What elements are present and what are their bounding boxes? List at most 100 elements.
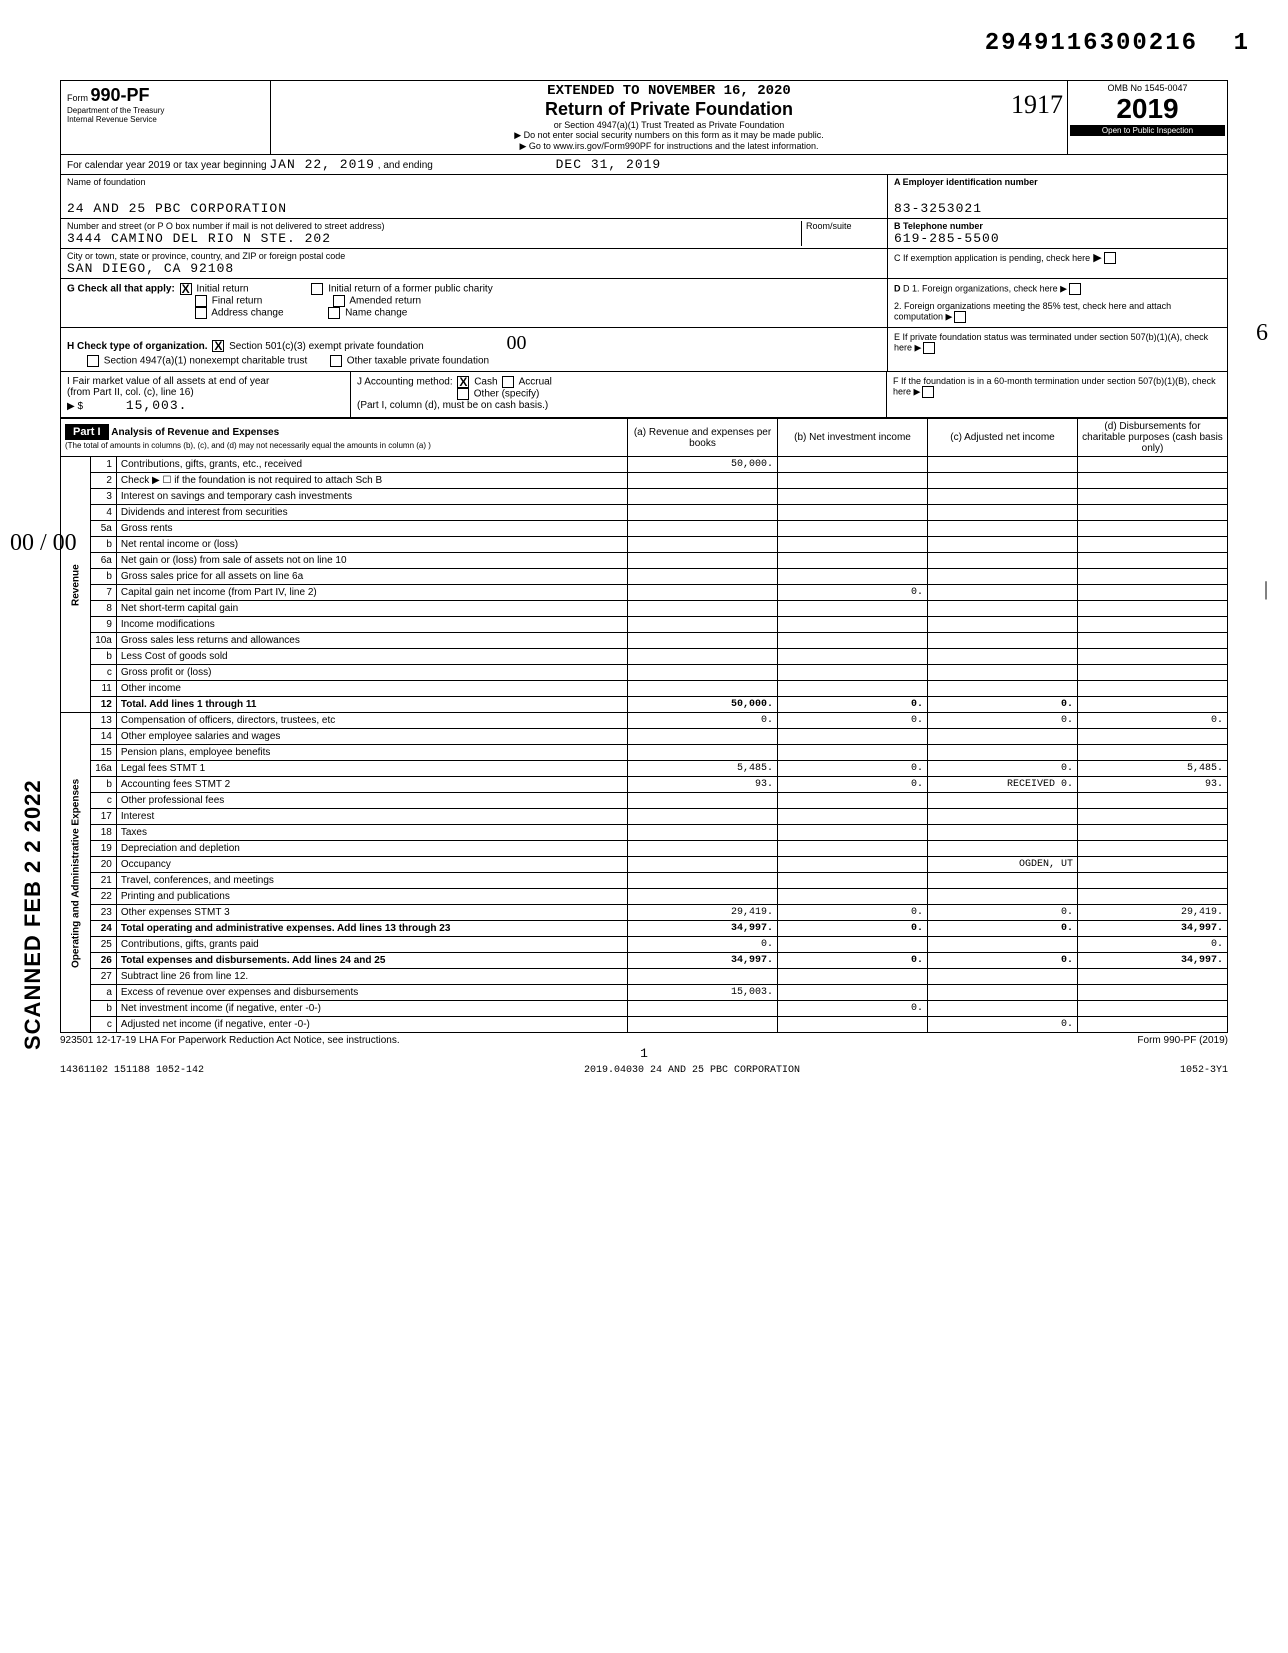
former-charity-checkbox[interactable]: [311, 283, 323, 295]
e-checkbox[interactable]: [923, 342, 935, 354]
line-description: Other professional fees: [116, 793, 627, 809]
col-c-value: RECEIVED 0.: [928, 777, 1078, 793]
foundation-name: 24 AND 25 PBC CORPORATION: [67, 201, 881, 216]
col-d-value: 0.: [1078, 937, 1228, 953]
handwritten-mark: 1917: [1011, 90, 1063, 120]
col-b-value: [778, 537, 928, 553]
col-b-value: [778, 649, 928, 665]
line-description: Gross rents: [116, 521, 627, 537]
page-tick: 1: [1234, 30, 1248, 57]
col-a-value: 0.: [628, 713, 778, 729]
form-note: ▶ Do not enter social security numbers o…: [275, 130, 1063, 141]
handwritten-mark: 6: [1256, 320, 1268, 347]
telephone-value: 619-285-5500: [894, 231, 1221, 246]
col-a-value: [628, 681, 778, 697]
line-number: 4: [91, 505, 117, 521]
page-number: 1: [60, 1046, 1228, 1061]
line-description: Other employee salaries and wages: [116, 729, 627, 745]
col-c-value: 0.: [928, 761, 1078, 777]
h-opt: Section 4947(a)(1) nonexempt charitable …: [104, 356, 307, 367]
col-c-value: [928, 553, 1078, 569]
handwritten-mark: 00: [506, 332, 526, 354]
amended-checkbox[interactable]: [333, 295, 345, 307]
col-d-value: [1078, 633, 1228, 649]
line-number: 5a: [91, 521, 117, 537]
line-description: Contributions, gifts, grants, etc., rece…: [116, 457, 627, 473]
other-taxable-checkbox[interactable]: [330, 355, 342, 367]
calendar-prefix: For calendar year 2019 or tax year begin…: [67, 160, 267, 171]
accrual-checkbox[interactable]: [502, 376, 514, 388]
line-number: 15: [91, 745, 117, 761]
col-b-value: [778, 617, 928, 633]
col-b-value: 0.: [778, 585, 928, 601]
extension-text: EXTENDED TO NOVEMBER 16, 2020: [275, 83, 1063, 99]
j-label: J Accounting method:: [357, 377, 453, 388]
col-a-value: [628, 793, 778, 809]
col-d-value: [1078, 681, 1228, 697]
col-c-value: [928, 873, 1078, 889]
line-description: Adjusted net income (if negative, enter …: [116, 1017, 627, 1033]
col-b-value: [778, 937, 928, 953]
col-a-value: [628, 489, 778, 505]
form-ref: Form 990-PF (2019): [1137, 1035, 1228, 1046]
col-a-value: [628, 505, 778, 521]
line-number: 8: [91, 601, 117, 617]
line-number: 22: [91, 889, 117, 905]
col-a-value: 0.: [628, 937, 778, 953]
col-b-value: 0.: [778, 953, 928, 969]
line-description: Legal fees STMT 1: [116, 761, 627, 777]
line-description: Total expenses and disbursements. Add li…: [116, 953, 627, 969]
d2-checkbox[interactable]: [954, 311, 966, 323]
501c3-checkbox[interactable]: [212, 340, 224, 352]
col-c-value: [928, 601, 1078, 617]
col-a-header: (a) Revenue and expenses per books: [628, 419, 778, 457]
g-opt: Name change: [345, 308, 407, 319]
col-d-value: [1078, 617, 1228, 633]
line-description: Dividends and interest from securities: [116, 505, 627, 521]
col-a-value: [628, 537, 778, 553]
col-c-value: [928, 505, 1078, 521]
col-b-value: 0.: [778, 761, 928, 777]
col-b-value: [778, 985, 928, 1001]
col-c-value: 0.: [928, 953, 1078, 969]
col-c-value: 0.: [928, 697, 1078, 713]
line-number: 6a: [91, 553, 117, 569]
line-description: Taxes: [116, 825, 627, 841]
line-number: 20: [91, 857, 117, 873]
line-description: Income modifications: [116, 617, 627, 633]
initial-return-checkbox[interactable]: [180, 283, 192, 295]
d1-checkbox[interactable]: [1069, 283, 1081, 295]
col-d-value: 0.: [1078, 713, 1228, 729]
final-return-checkbox[interactable]: [195, 295, 207, 307]
col-a-value: 5,485.: [628, 761, 778, 777]
col-b-value: [778, 841, 928, 857]
col-c-value: [928, 473, 1078, 489]
other-method-checkbox[interactable]: [457, 388, 469, 400]
col-a-value: [628, 569, 778, 585]
col-c-value: [928, 569, 1078, 585]
line-description: Check ▶ ☐ if the foundation is not requi…: [116, 473, 627, 489]
cash-checkbox[interactable]: [457, 376, 469, 388]
footer-left: 14361102 151188 1052-142: [60, 1065, 204, 1076]
calendar-mid: , and ending: [378, 160, 433, 171]
d1-label: D 1. Foreign organizations, check here: [903, 283, 1058, 293]
col-c-value: [928, 969, 1078, 985]
line-description: Total. Add lines 1 through 11: [116, 697, 627, 713]
col-c-value: 0.: [928, 1017, 1078, 1033]
line-description: Occupancy: [116, 857, 627, 873]
name-change-checkbox[interactable]: [328, 307, 340, 319]
lha-notice: 923501 12-17-19 LHA For Paperwork Reduct…: [60, 1035, 400, 1046]
col-c-value: [928, 745, 1078, 761]
col-d-value: [1078, 489, 1228, 505]
col-d-value: [1078, 569, 1228, 585]
g-opt: Initial return: [196, 284, 248, 295]
col-d-value: [1078, 841, 1228, 857]
irs-label: Internal Revenue Service: [67, 115, 264, 124]
4947-checkbox[interactable]: [87, 355, 99, 367]
c-checkbox[interactable]: [1104, 252, 1116, 264]
address-change-checkbox[interactable]: [195, 307, 207, 319]
line-description: Travel, conferences, and meetings: [116, 873, 627, 889]
f-checkbox[interactable]: [922, 386, 934, 398]
g-opt: Initial return of a former public charit…: [328, 284, 493, 295]
line-description: Excess of revenue over expenses and disb…: [116, 985, 627, 1001]
